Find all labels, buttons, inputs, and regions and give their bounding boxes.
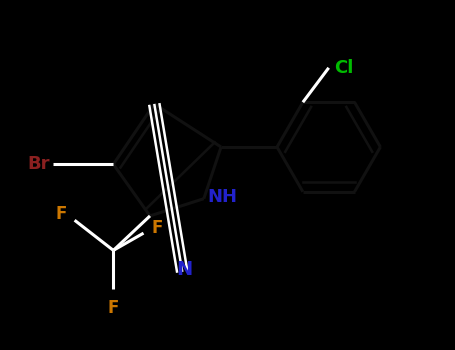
Text: N: N — [176, 260, 192, 280]
Text: NH: NH — [207, 188, 237, 205]
Text: F: F — [108, 299, 119, 317]
Text: F: F — [56, 205, 67, 223]
Text: Br: Br — [27, 155, 50, 173]
Text: Cl: Cl — [334, 59, 353, 77]
Text: F: F — [152, 219, 163, 237]
